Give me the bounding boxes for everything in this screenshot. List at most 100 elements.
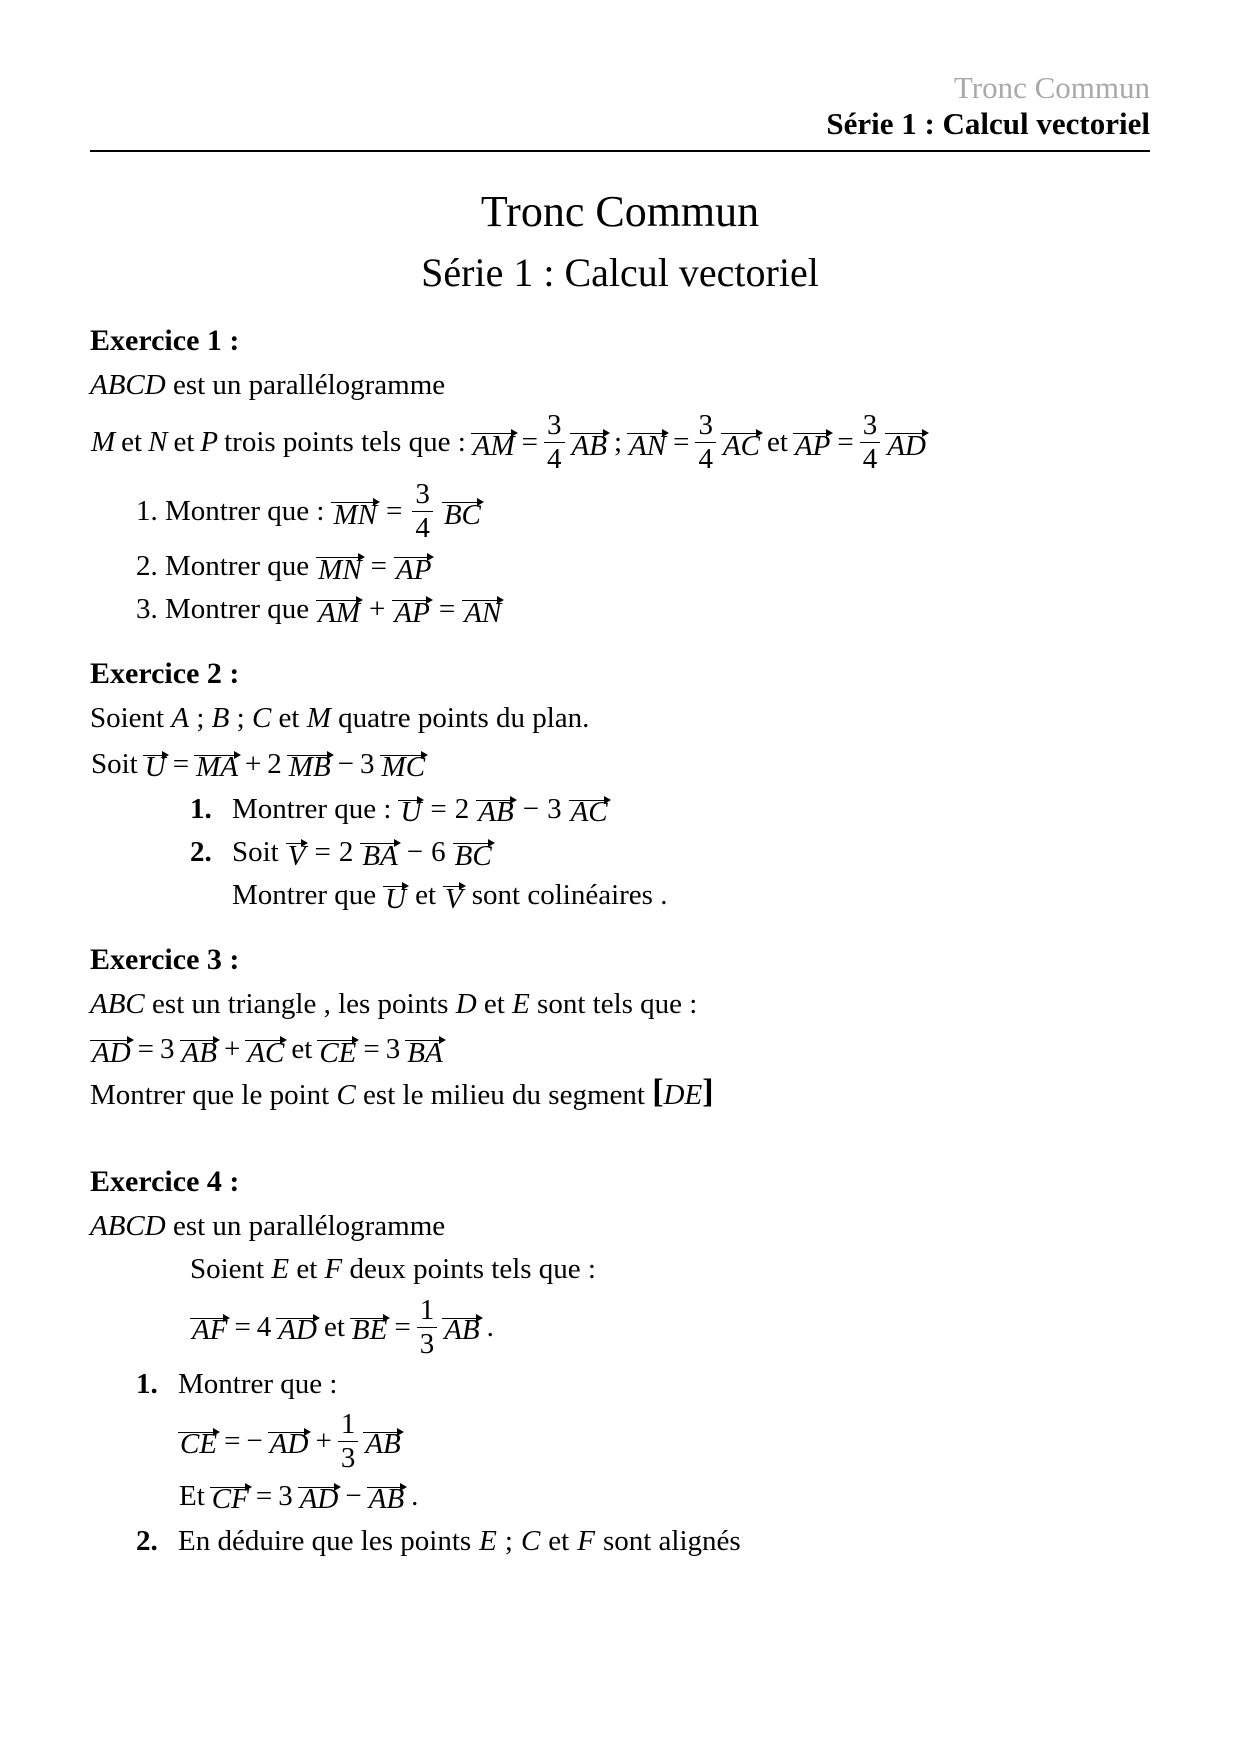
and: et	[767, 423, 788, 462]
vec-BC: BC	[443, 494, 482, 530]
abcd: ABCD	[90, 369, 166, 401]
vec-BA: BA	[361, 834, 398, 870]
coef-3: 3	[386, 1030, 401, 1069]
ex2-intro2: Soit U = MA + 2 MB − 3 MC	[90, 743, 1150, 786]
plus: +	[245, 745, 261, 784]
minus: −	[523, 790, 539, 829]
vec-BE: BE	[351, 1309, 388, 1345]
and: et	[279, 702, 307, 734]
ex4-body: ABCD est un parallélogramme Soient E et …	[90, 1207, 1150, 1561]
vec-AD: AD	[269, 1423, 310, 1459]
coef-2: 2	[455, 790, 470, 829]
plus: +	[315, 1422, 331, 1461]
ex2-title: Exercice 2 :	[90, 657, 1150, 691]
bracket-close: ]	[702, 1073, 713, 1110]
ex1-questions: 1. Montrer que : MN = 34 BC 2. Montrer q…	[90, 480, 1150, 629]
et: et	[324, 1308, 345, 1347]
vec-AC: AC	[246, 1032, 285, 1068]
vec-AN: AN	[463, 592, 502, 628]
vec-AB: AB	[571, 425, 608, 461]
vec-AC: AC	[722, 425, 761, 461]
sep: ;	[196, 702, 211, 734]
vec-AD: AD	[277, 1309, 318, 1345]
ex1-body: ABCD est un parallélogramme M et N et P …	[90, 366, 1150, 629]
q2-text: En déduire que les points	[178, 1522, 471, 1561]
eq: =	[234, 1308, 250, 1347]
ex4-q1-eq2: Et CF = 3 AD − AB .	[136, 1475, 1150, 1518]
q2-marker: 2.	[136, 1522, 170, 1561]
eq: =	[363, 1030, 379, 1069]
vec-AB: AB	[364, 1423, 401, 1459]
q1-text: Montrer que :	[178, 1365, 337, 1404]
ex2-q2b: Montrer que U et V sont colinéaires .	[190, 876, 1150, 915]
ex1-q3: 3. Montrer que AM + AP = AN	[136, 590, 1150, 629]
pt-C: C	[252, 702, 271, 734]
eq: =	[837, 423, 853, 462]
vec-AP: AP	[794, 425, 831, 461]
vec-MN: MN	[317, 549, 363, 585]
q3-text: 3. Montrer que	[136, 590, 309, 629]
minus: −	[246, 1422, 262, 1461]
coef-2: 2	[267, 745, 282, 784]
coef-3: 3	[160, 1030, 175, 1069]
sep: ;	[614, 423, 622, 462]
vec-U: U	[399, 791, 422, 827]
coef-3: 3	[360, 745, 375, 784]
ex4-title: Exercice 4 :	[90, 1165, 1150, 1199]
q1-text: 1. Montrer que :	[136, 492, 324, 531]
header-subtitle: Tronc Commun	[90, 70, 1150, 106]
text: sont colinéaires .	[472, 876, 668, 915]
pt-C: C	[336, 1079, 355, 1111]
vec-AB: AB	[443, 1309, 480, 1345]
eq: =	[522, 423, 538, 462]
vec-AP: AP	[393, 592, 430, 628]
ex2-questions: 1. Montrer que : U = 2 AB − 3 AC 2. Soit…	[90, 790, 1150, 915]
pt-A: A	[171, 702, 189, 734]
coef-2: 2	[339, 833, 354, 872]
q1-marker: 1.	[190, 790, 224, 829]
vec-CF: CF	[211, 1478, 250, 1514]
q2-text: 2. Montrer que	[136, 547, 309, 586]
ex2-q1: 1. Montrer que : U = 2 AB − 3 AC	[190, 790, 1150, 829]
vec-AB: AB	[477, 791, 514, 827]
title-block: Tronc Commun Série 1 : Calcul vectoriel	[90, 186, 1150, 296]
vec-AB: AB	[181, 1032, 218, 1068]
pt-D: D	[456, 988, 477, 1020]
frac-1-3: 13	[417, 1296, 438, 1359]
vec-MC: MC	[381, 746, 427, 782]
eq: =	[673, 423, 689, 462]
vec-AM: AM	[317, 592, 361, 628]
vec-CE: CE	[318, 1032, 357, 1068]
pt-M: M	[307, 702, 331, 734]
coef-3: 3	[547, 790, 562, 829]
text: quatre points du plan.	[338, 702, 589, 734]
text: Soient	[90, 702, 171, 734]
frac-1-3: 13	[338, 1410, 359, 1473]
coef-3: 3	[278, 1477, 293, 1516]
text: Montrer que	[232, 876, 376, 915]
vec-AB: AB	[368, 1478, 405, 1514]
pt-E: E	[271, 1253, 289, 1285]
et: Et	[179, 1477, 205, 1516]
vec-AF: AF	[191, 1309, 228, 1345]
coef-4: 4	[257, 1308, 272, 1347]
vec-CE: CE	[179, 1423, 218, 1459]
minus: −	[345, 1477, 361, 1516]
ex4-intro: ABCD est un parallélogramme	[90, 1207, 1150, 1246]
vec-MA: MA	[195, 746, 239, 782]
pt-E: E	[479, 1522, 497, 1561]
q2-marker: 2.	[190, 833, 224, 872]
text: et	[415, 876, 436, 915]
text: sont tels que :	[537, 988, 697, 1020]
vec-BA: BA	[406, 1032, 443, 1068]
text: et	[121, 423, 142, 462]
text: trois points tels que :	[224, 423, 466, 462]
pt-N: N	[148, 423, 167, 462]
ex4-q2: 2. En déduire que les points E ; C et F …	[136, 1522, 1150, 1561]
pt-B: B	[212, 702, 230, 734]
vec-U: U	[384, 877, 407, 913]
eq: =	[314, 833, 330, 872]
frac-3-4: 34	[860, 411, 881, 474]
vec-AM: AM	[472, 425, 516, 461]
eq: =	[173, 745, 189, 784]
